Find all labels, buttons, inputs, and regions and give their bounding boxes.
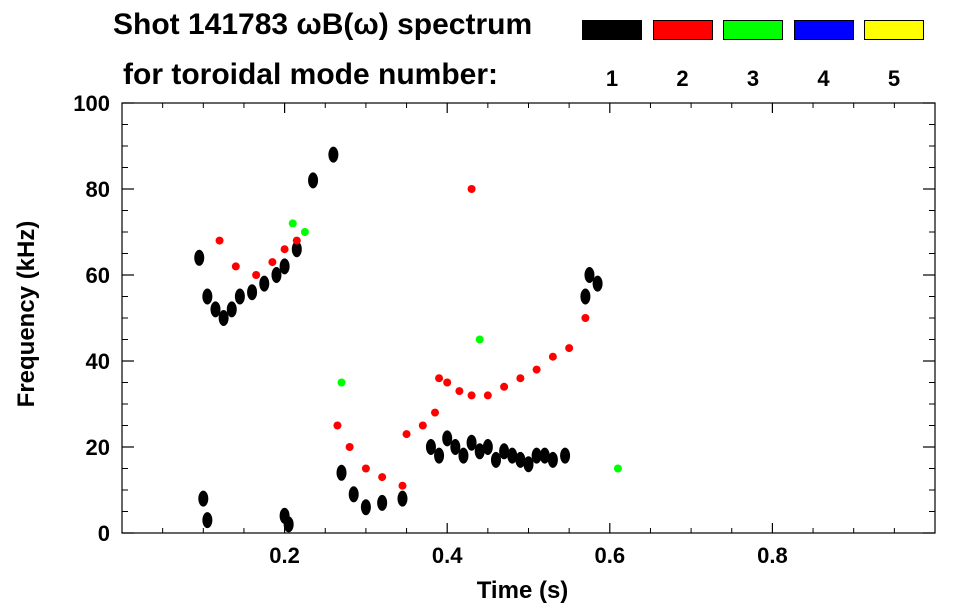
x-tick-label-2: 0.6	[595, 543, 626, 568]
legend-label-1: 1	[605, 66, 619, 91]
data-point-mode-1-16	[377, 494, 388, 511]
data-point-mode-1-24	[474, 443, 485, 460]
data-point-mode-2-0	[215, 236, 224, 245]
data-point-mode-1-1	[202, 288, 213, 305]
data-point-mode-1-31	[531, 447, 542, 464]
data-point-mode-2-2	[252, 271, 261, 279]
data-point-mode-1-0	[194, 249, 205, 266]
data-point-mode-2-16	[455, 387, 464, 396]
legend-label-3: 3	[746, 66, 760, 91]
data-point-mode-1-14	[348, 486, 359, 503]
data-point-mode-1-33	[547, 451, 558, 468]
data-point-mode-1-12	[328, 146, 339, 163]
data-point-mode-1-5	[234, 288, 245, 305]
data-point-mode-2-20	[516, 374, 525, 383]
data-point-mode-2-14	[435, 374, 444, 383]
x-tick-label-0: 0.2	[269, 543, 300, 568]
x-tick-label-1: 0.4	[432, 543, 463, 568]
chart-subtitle: for toroidal mode number:	[123, 58, 498, 91]
data-point-mode-3-2	[337, 378, 346, 387]
data-point-mode-1-28	[507, 447, 518, 464]
data-point-mode-1-2	[210, 301, 221, 318]
data-point-mode-2-7	[345, 443, 354, 451]
data-point-mode-2-19	[500, 382, 509, 391]
data-point-mode-3-3	[475, 335, 484, 344]
data-point-mode-2-12	[418, 421, 427, 430]
data-point-mode-1-34	[560, 447, 571, 464]
legend-swatch-5	[864, 20, 924, 40]
data-point-mode-1-17	[397, 490, 408, 507]
data-point-mode-2-13	[431, 408, 440, 417]
y-tick-label-3: 60	[86, 263, 110, 288]
data-point-mode-1-7	[259, 275, 270, 292]
data-point-mode-1-4	[226, 301, 237, 318]
data-point-mode-1-36	[584, 267, 595, 283]
x-tick-label-3: 0.8	[757, 543, 788, 568]
y-tick-label-2: 40	[86, 349, 110, 374]
data-point-mode-1-8	[271, 267, 282, 283]
data-point-mode-3-0	[288, 219, 297, 228]
data-point-mode-2-3	[268, 258, 277, 267]
data-point-mode-2-11	[402, 430, 411, 439]
data-point-mode-1-19	[434, 447, 445, 464]
data-point-mode-2-9	[378, 473, 387, 482]
data-point-mode-2-1	[231, 262, 240, 271]
data-point-mode-1-35	[580, 288, 591, 305]
data-point-mode-1-15	[360, 499, 371, 516]
data-point-mode-2-5	[292, 236, 301, 245]
data-point-mode-1-9	[279, 258, 290, 275]
data-point-mode-2-8	[361, 464, 370, 473]
y-tick-label-5: 100	[73, 91, 110, 116]
data-point-mode-1-18	[425, 439, 436, 455]
data-point-mode-1-22	[458, 447, 469, 464]
data-point-mode-2-25	[467, 185, 476, 193]
data-point-mode-2-24	[581, 314, 590, 322]
data-point-mode-1-26	[490, 451, 501, 468]
legend-label-2: 2	[676, 66, 689, 91]
data-point-mode-1-25	[482, 439, 493, 455]
data-point-mode-2-6	[333, 421, 342, 430]
data-point-mode-1-23	[466, 434, 477, 451]
data-point-mode-3-1	[300, 228, 309, 236]
y-axis-label: Frequency (kHz)	[13, 221, 40, 408]
data-point-mode-2-17	[467, 391, 476, 400]
data-point-mode-1-13	[336, 464, 347, 481]
data-point-mode-1-3	[218, 310, 229, 326]
legend-label-4: 4	[817, 66, 830, 91]
data-point-mode-1-21	[450, 439, 461, 455]
data-point-mode-1-38	[198, 490, 209, 507]
data-point-mode-2-18	[483, 391, 492, 400]
chart-title: Shot 141783 ωB(ω) spectrum	[113, 8, 533, 41]
data-point-mode-1-39	[202, 512, 213, 529]
data-point-mode-1-6	[247, 284, 258, 301]
legend-swatch-2	[652, 20, 713, 40]
data-point-mode-1-20	[442, 430, 453, 447]
data-point-mode-2-22	[548, 352, 557, 361]
x-axis-label: Time (s)	[477, 577, 569, 604]
data-point-mode-2-10	[398, 481, 407, 490]
y-tick-label-4: 80	[86, 177, 110, 202]
data-point-mode-3-4	[613, 464, 622, 473]
data-point-mode-1-27	[499, 443, 510, 460]
legend-swatch-4	[793, 20, 854, 40]
data-point-mode-2-15	[443, 378, 452, 387]
data-point-mode-1-30	[523, 456, 534, 473]
data-point-mode-2-21	[532, 365, 541, 374]
data-point-mode-1-10	[291, 241, 302, 258]
data-point-mode-2-23	[565, 344, 574, 353]
data-point-mode-1-29	[515, 451, 526, 468]
data-point-mode-1-41	[283, 516, 294, 533]
y-tick-label-0: 0	[98, 521, 110, 546]
data-point-mode-1-37	[592, 275, 603, 292]
legend-swatch-3	[723, 20, 783, 40]
y-tick-label-1: 20	[86, 435, 110, 460]
data-point-mode-1-32	[539, 447, 550, 464]
legend-label-5: 5	[887, 66, 901, 91]
legend-swatch-1	[582, 20, 642, 40]
data-point-mode-2-4	[280, 245, 289, 254]
data-point-mode-1-11	[308, 172, 319, 189]
